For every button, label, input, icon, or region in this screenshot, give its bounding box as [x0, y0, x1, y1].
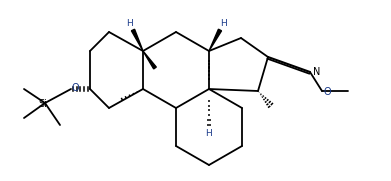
Text: H: H [221, 20, 228, 28]
Polygon shape [131, 29, 143, 51]
Text: Si: Si [39, 99, 47, 109]
Text: H: H [127, 20, 133, 28]
Polygon shape [209, 29, 222, 51]
Text: H: H [206, 129, 212, 138]
Text: O: O [324, 87, 332, 97]
Polygon shape [143, 51, 156, 69]
Text: N: N [313, 67, 320, 77]
Text: O: O [71, 83, 79, 93]
